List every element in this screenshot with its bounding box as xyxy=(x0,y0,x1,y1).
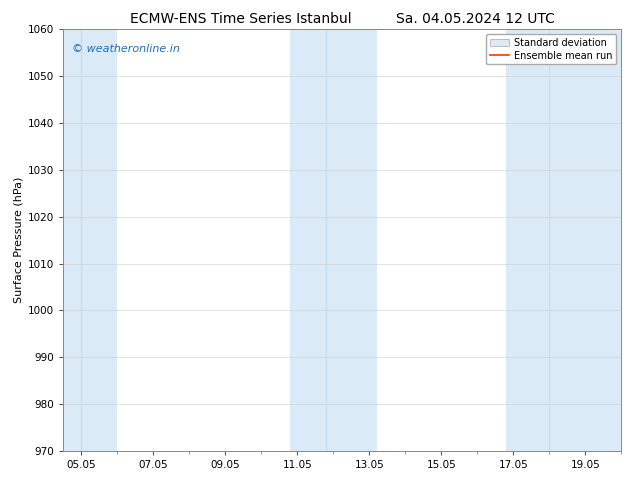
Bar xyxy=(290,29,377,451)
Bar xyxy=(506,29,621,451)
Text: ECMW-ENS Time Series Istanbul: ECMW-ENS Time Series Istanbul xyxy=(130,12,352,26)
Text: © weatheronline.in: © weatheronline.in xyxy=(72,44,179,54)
Bar xyxy=(63,29,117,451)
Legend: Standard deviation, Ensemble mean run: Standard deviation, Ensemble mean run xyxy=(486,34,616,65)
Y-axis label: Surface Pressure (hPa): Surface Pressure (hPa) xyxy=(14,177,24,303)
Text: Sa. 04.05.2024 12 UTC: Sa. 04.05.2024 12 UTC xyxy=(396,12,555,26)
